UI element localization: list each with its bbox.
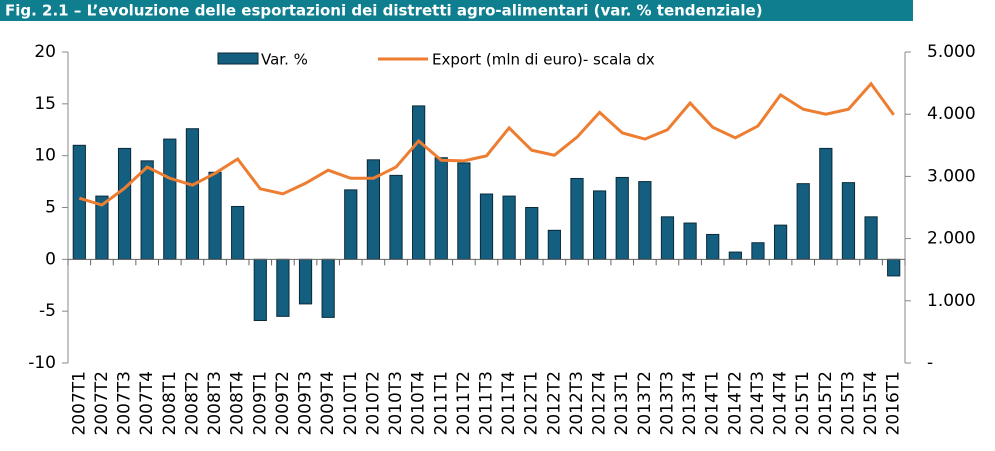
- bar: [683, 222, 697, 260]
- bar: [253, 258, 267, 321]
- legend-swatch: [217, 52, 259, 65]
- y2-tick-label: 4.000: [927, 104, 976, 124]
- bar: [547, 229, 561, 260]
- bar: [819, 147, 833, 260]
- y2-tick-label: 2.000: [927, 229, 976, 249]
- bar: [706, 233, 720, 260]
- bar: [321, 258, 335, 318]
- x-tick-label: 2014T2: [725, 371, 745, 435]
- x-tick-label: 2012T3: [567, 371, 587, 435]
- x-tick-label: 2010T3: [386, 371, 406, 435]
- y2-tick-label: 1.000: [927, 291, 976, 311]
- x-tick-label: 2014T3: [748, 371, 768, 435]
- x-tick-label: 2015T3: [838, 371, 858, 435]
- y-tick-label: -5: [39, 301, 56, 321]
- x-tick-label: 2012T1: [522, 371, 542, 435]
- x-tick-label: 2009T3: [296, 371, 316, 435]
- x-tick-label: 2014T1: [703, 371, 723, 435]
- bar: [638, 181, 652, 260]
- title-bar: [0, 0, 913, 21]
- y2-tick-label: 3.000: [927, 166, 976, 186]
- bar: [344, 189, 358, 260]
- bar: [841, 182, 856, 260]
- x-tick-label: 2013T4: [680, 371, 700, 435]
- x-tick-label: 2010T4: [409, 371, 429, 435]
- x-tick-label: 2009T1: [250, 371, 270, 435]
- bar: [457, 162, 471, 260]
- bar: [412, 105, 426, 260]
- x-tick-label: 2013T3: [657, 371, 677, 435]
- chart-title: Fig. 2.1 – L’evoluzione delle esportazio…: [5, 2, 763, 20]
- bar: [593, 190, 607, 260]
- bar: [434, 157, 448, 260]
- bar: [298, 258, 313, 305]
- bar: [864, 216, 878, 260]
- bar: [796, 183, 810, 260]
- bar: [502, 195, 516, 260]
- x-tick-label: 2011T1: [431, 371, 451, 435]
- x-tick-label: 2008T1: [160, 371, 180, 435]
- x-tick-label: 2011T2: [454, 371, 474, 435]
- bar: [117, 147, 132, 260]
- bar: [231, 205, 245, 260]
- x-tick-label: 2010T2: [363, 371, 383, 435]
- y-tick-label: 20: [34, 42, 56, 62]
- x-tick-label: 2009T4: [318, 371, 338, 435]
- bar: [389, 174, 403, 260]
- x-tick-label: 2011T3: [477, 371, 497, 435]
- x-tick-label: 2012T2: [544, 371, 564, 435]
- line: [78, 81, 895, 207]
- x-tick-label: 2009T2: [273, 371, 293, 435]
- x-tick-label: 2015T4: [861, 371, 881, 435]
- y-tick-label: -10: [28, 353, 56, 373]
- x-tick-label: 2015T1: [793, 371, 813, 435]
- bar: [479, 193, 494, 260]
- y-tick-label: 15: [34, 94, 56, 114]
- x-tick-label: 2007T1: [69, 371, 89, 435]
- x-tick-label: 2008T2: [182, 371, 202, 435]
- bar: [525, 207, 539, 260]
- x-tick-label: 2008T3: [205, 371, 225, 435]
- x-tick-label: 2012T4: [590, 371, 610, 435]
- x-tick-label: 2007T2: [92, 371, 112, 435]
- x-tick-label: 2007T3: [115, 371, 135, 435]
- bar: [728, 251, 742, 260]
- bar: [185, 128, 200, 260]
- y2-tick-label: -: [927, 353, 933, 373]
- x-tick-label: 2014T4: [771, 371, 791, 435]
- x-tick-label: 2011T4: [499, 371, 519, 435]
- bar: [140, 160, 154, 260]
- bar: [570, 177, 584, 260]
- x-tick-label: 2007T4: [137, 371, 157, 435]
- x-tick-label: 2013T1: [612, 371, 632, 435]
- y-tick-label: 0: [45, 249, 56, 269]
- bar: [208, 171, 222, 260]
- y-tick-label: 5: [45, 198, 56, 218]
- bar: [887, 258, 901, 277]
- bar: [660, 216, 675, 260]
- x-tick-label: 2008T4: [228, 371, 248, 435]
- x-tick-label: 2015T2: [816, 371, 836, 435]
- y2-tick-label: 5.000: [927, 42, 976, 62]
- bar: [163, 138, 177, 260]
- x-tick-label: 2010T1: [341, 371, 361, 435]
- bar: [773, 224, 788, 260]
- bar: [615, 176, 629, 260]
- x-tick-label: 2016T1: [884, 371, 904, 435]
- bar: [276, 258, 290, 317]
- legend-label: Export (mln di euro)- scala dx: [432, 51, 655, 69]
- bar: [72, 144, 86, 260]
- x-tick-label: 2013T2: [635, 371, 655, 435]
- bar: [751, 242, 765, 260]
- y-tick-label: 10: [34, 146, 56, 166]
- legend-label: Var. %: [261, 51, 308, 69]
